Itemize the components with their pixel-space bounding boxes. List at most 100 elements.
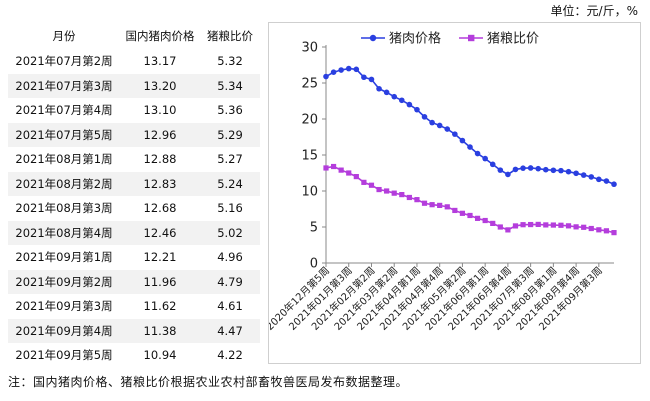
table-cell-ratio: 4.22: [217, 348, 243, 363]
pork-price-point: [459, 137, 466, 144]
pork-price-point: [406, 101, 413, 108]
pork-price-point: [573, 170, 579, 177]
pork-price-point: [391, 93, 398, 100]
table-cell-pork-price: 13.17: [143, 54, 177, 69]
hog-grain-ratio-point: [573, 224, 579, 230]
hog-grain-ratio-point: [391, 190, 397, 196]
hog-grain-ratio-point: [603, 228, 610, 234]
pork-price-point: [368, 76, 375, 83]
table-cell-pork-price: 12.88: [143, 152, 177, 167]
y-tick-label: 0: [310, 257, 318, 272]
hog-grain-ratio-point: [421, 200, 428, 206]
hog-grain-ratio-point: [368, 182, 375, 188]
table-cell-pork-price: 12.68: [143, 201, 177, 216]
hog-grain-ratio-point: [520, 222, 526, 228]
hog-grain-ratio-point: [323, 165, 329, 171]
hog-grain-ratio-point: [452, 207, 458, 214]
table-row: 2021年07月第5周 12.96 5.29: [8, 122, 260, 147]
pork-price-point: [376, 85, 382, 92]
hog-grain-ratio-point: [330, 163, 337, 170]
y-tick-label: 15: [301, 149, 318, 164]
hog-grain-ratio-point: [399, 192, 405, 198]
hog-grain-ratio-point: [361, 179, 367, 185]
header-hog-grain-ratio: 猪粮比价: [207, 28, 253, 43]
pork-price-point: [474, 150, 481, 157]
legend-square-marker: [468, 34, 475, 42]
pork-price-point: [603, 178, 610, 184]
table-cell-pork-price: 12.21: [143, 250, 177, 265]
table-cell-pork-price: 11.96: [120, 269, 200, 294]
legend-hog-grain-ratio: 猪粮比价: [487, 32, 539, 47]
pork-price-point: [353, 66, 360, 73]
header-week: 月份: [52, 28, 76, 43]
hog-grain-ratio-point: [459, 210, 466, 216]
table-cell-ratio: 4.61: [217, 299, 243, 314]
table-cell-ratio: 5.27: [217, 152, 243, 167]
table-cell-ratio: 4.47: [200, 318, 260, 343]
hog-grain-ratio-point: [376, 186, 382, 193]
pork-price-point: [497, 167, 504, 173]
pork-price-point: [452, 131, 458, 137]
unit-label: 单位：元/斤，%: [550, 4, 638, 18]
table-cell-week: 2021年09月第3周: [15, 299, 113, 314]
hog-grain-ratio-point: [512, 223, 519, 229]
hog-grain-ratio-point: [497, 224, 503, 230]
table-cell-pork-price: 12.46: [120, 220, 200, 245]
table-cell-ratio: 5.02: [200, 220, 260, 245]
hog-grain-ratio-point: [535, 221, 541, 228]
table-header-row: 月份 国内猪肉价格 猪粮比价: [8, 22, 260, 49]
pork-price-point: [345, 65, 352, 72]
pork-price-point: [467, 144, 473, 150]
pork-price-point: [414, 106, 420, 113]
pork-price-point: [596, 176, 602, 183]
table-cell-week: 2021年09月第5周: [15, 348, 113, 363]
table-row: 2021年09月第1周 12.21 4.96: [8, 245, 260, 270]
hog-grain-ratio-point: [474, 215, 481, 221]
table-cell-week: 2021年07月第2周: [15, 54, 113, 69]
table-row: 2021年09月第4周 11.38 4.47: [8, 318, 260, 343]
pork-price-point: [421, 114, 428, 120]
table-row: 2021年08月第4周 12.46 5.02: [8, 220, 260, 245]
pork-price-point: [558, 167, 564, 174]
pork-price-point: [323, 73, 329, 80]
pork-price-point: [429, 119, 435, 126]
table-cell-week: 2021年07月第3周: [8, 73, 120, 98]
pork-price-point: [550, 167, 557, 174]
hog-grain-ratio-point: [528, 221, 534, 228]
hog-grain-ratio-point: [338, 167, 344, 173]
pork-price-point: [527, 165, 534, 171]
y-tick-label: 10: [301, 185, 318, 200]
legend-circle-marker: [369, 34, 377, 42]
hog-grain-ratio-point: [581, 224, 587, 230]
table-cell-week: 2021年08月第3周: [15, 201, 113, 216]
hog-grain-ratio-point: [588, 225, 594, 232]
table-cell-week: 2021年08月第2周: [8, 171, 120, 196]
hog-grain-ratio-point: [353, 174, 359, 180]
table-row: 2021年08月第2周 12.83 5.24: [8, 171, 260, 196]
table-cell-ratio: 5.32: [217, 54, 243, 69]
pork-price-point: [580, 172, 587, 178]
table-cell-pork-price: 12.96: [120, 122, 200, 147]
table-row: 2021年07月第4周 13.10 5.36: [8, 98, 260, 123]
table-cell-week: 2021年07月第4周: [15, 103, 113, 118]
table-row: 2021年08月第1周 12.88 5.27: [8, 147, 260, 172]
table-cell-week: 2021年09月第2周: [8, 269, 120, 294]
pork-price-point: [565, 168, 572, 175]
table-cell-pork-price: 11.62: [143, 299, 177, 314]
table-cell-week: 2021年08月第4周: [8, 220, 120, 245]
pork-price-point: [436, 122, 443, 129]
pork-price-point: [489, 161, 496, 168]
pork-price-point: [383, 89, 390, 96]
pork-price-point: [512, 166, 519, 173]
table-row: 2021年07月第2周 13.17 5.32: [8, 49, 260, 74]
table-cell-pork-price: 13.20: [120, 73, 200, 98]
table-row: 2021年09月第2周 11.96 4.79: [8, 269, 260, 294]
data-table: 月份 国内猪肉价格 猪粮比价 2021年07月第2周 13.17 5.32 2021年…: [8, 22, 260, 368]
y-tick-label: 5: [310, 221, 318, 236]
table-cell-ratio: 5.29: [200, 122, 260, 147]
y-tick-label: 30: [301, 41, 318, 56]
hog-grain-ratio-point: [346, 170, 352, 176]
hog-grain-ratio-point: [565, 223, 572, 229]
y-tick-label: 25: [301, 77, 318, 92]
table-cell-ratio: 4.79: [200, 269, 260, 294]
